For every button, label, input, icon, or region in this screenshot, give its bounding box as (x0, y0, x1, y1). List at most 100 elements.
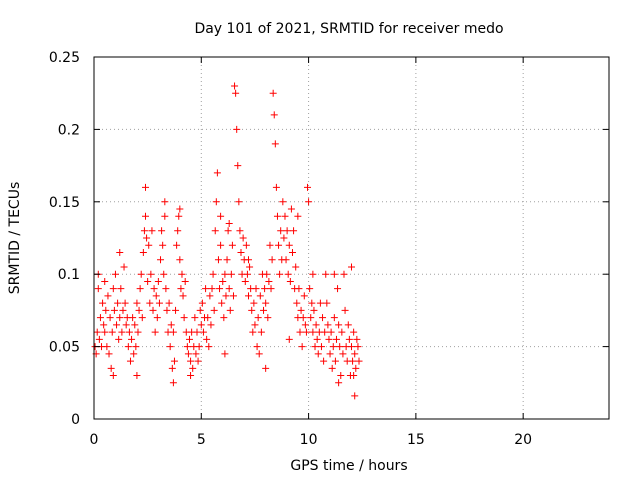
data-point (312, 321, 320, 329)
data-point (210, 306, 218, 314)
data-point (140, 227, 148, 235)
data-point (108, 328, 116, 336)
data-point (250, 299, 258, 307)
data-point (132, 343, 140, 351)
data-point (150, 285, 158, 293)
data-point (151, 328, 159, 336)
data-point (345, 335, 353, 343)
data-point (203, 335, 211, 343)
data-point (338, 328, 346, 336)
data-point (241, 277, 249, 285)
data-point (175, 212, 183, 220)
data-point (106, 314, 114, 322)
data-point (187, 372, 195, 380)
data-point (99, 299, 107, 307)
data-point (341, 306, 349, 314)
data-point (279, 198, 287, 206)
data-point (348, 263, 355, 271)
data-point (208, 285, 216, 293)
data-point (329, 343, 337, 351)
data-point (204, 314, 212, 322)
data-point (206, 292, 214, 300)
data-point (116, 248, 124, 256)
data-point (262, 364, 270, 372)
data-point (126, 357, 134, 365)
data-point (237, 248, 245, 256)
data-point (101, 277, 109, 285)
data-point (270, 111, 278, 119)
data-point (170, 357, 178, 365)
data-point (195, 343, 203, 351)
data-point (221, 270, 229, 278)
data-point (161, 198, 169, 206)
data-point (202, 285, 210, 293)
data-point (205, 343, 213, 351)
y-tick-label: 0 (71, 412, 80, 428)
data-point (192, 350, 200, 358)
data-point (335, 379, 343, 387)
data-point (328, 364, 336, 372)
data-point (245, 292, 252, 300)
x-tick-label: 10 (300, 432, 318, 448)
data-point (326, 350, 334, 358)
data-point (133, 299, 141, 307)
data-point (163, 306, 171, 314)
data-point (284, 270, 292, 278)
data-point (125, 328, 133, 336)
data-point (268, 256, 276, 264)
data-point (316, 299, 324, 307)
data-point (324, 321, 332, 329)
data-point (332, 335, 340, 343)
data-point (304, 183, 312, 191)
data-point (159, 241, 167, 249)
data-point (223, 256, 231, 264)
y-tick-label: 0.05 (49, 340, 80, 356)
data-point (142, 212, 149, 220)
data-point (260, 306, 268, 314)
data-point (348, 343, 355, 351)
data-point (313, 335, 321, 343)
data-point (95, 335, 103, 343)
data-point (263, 270, 271, 278)
data-point (298, 343, 306, 351)
data-point (103, 343, 111, 351)
data-point (350, 372, 358, 380)
y-axis-label: SRMTID / TECUs (7, 182, 23, 295)
data-point (297, 306, 305, 314)
y-tick-label: 0.2 (58, 122, 80, 138)
data-point (261, 285, 269, 293)
data-point (228, 241, 236, 249)
data-point (101, 328, 109, 336)
data-point (124, 343, 132, 351)
data-point (212, 198, 220, 206)
data-point (194, 357, 202, 365)
data-point (221, 350, 229, 358)
data-point (290, 227, 298, 235)
data-point (145, 241, 153, 249)
data-point (323, 299, 331, 307)
data-point (320, 357, 328, 365)
data-point (293, 299, 301, 307)
data-point (249, 328, 257, 336)
data-point (94, 285, 102, 293)
data-point (265, 277, 273, 285)
data-point (276, 270, 284, 278)
data-point (142, 183, 149, 191)
data-point (138, 314, 146, 322)
data-point (255, 350, 263, 358)
data-point (180, 314, 188, 322)
data-point (254, 314, 262, 322)
data-point (161, 212, 169, 220)
data-point (251, 321, 259, 329)
data-point (262, 299, 270, 307)
data-point (129, 314, 137, 322)
data-point (295, 285, 303, 293)
data-point (217, 212, 225, 220)
data-point (110, 306, 118, 314)
data-point (169, 328, 177, 336)
data-point (285, 335, 293, 343)
data-point (185, 335, 193, 343)
data-point (256, 292, 264, 300)
data-point (196, 306, 204, 314)
data-point (310, 306, 318, 314)
